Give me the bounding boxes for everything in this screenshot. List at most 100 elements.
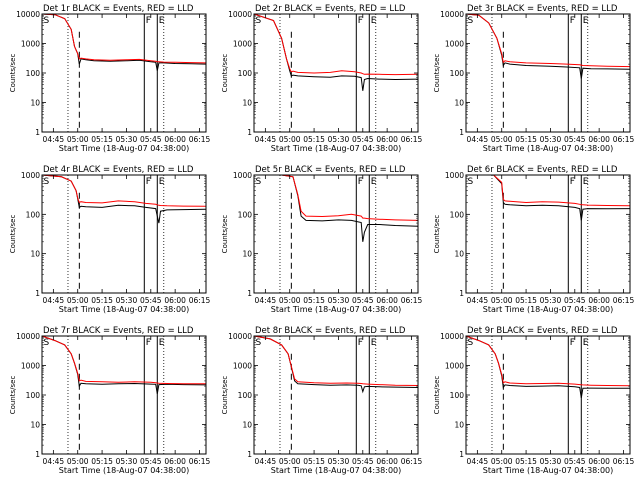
y-tick-label: 1000: [445, 40, 464, 49]
y-axis-title: Counts/sec: [221, 215, 229, 254]
series-line-lld: [254, 175, 418, 221]
x-tick-label: 04:45: [43, 135, 65, 144]
marker-label-s: S: [44, 16, 50, 26]
x-tick-label: 04:45: [43, 457, 65, 466]
detector-panel-2: Det 2r BLACK = Events, RED = LLD S F E 1 10 10…: [221, 4, 423, 153]
marker-label-s: S: [256, 177, 262, 187]
y-tick-label: 10: [30, 250, 40, 259]
y-tick-label: 1: [35, 128, 40, 137]
marker-label-e: E: [371, 338, 377, 348]
x-tick-label: 06:00: [376, 296, 398, 305]
x-tick-label: 06:00: [588, 135, 610, 144]
marker-label-e: E: [159, 177, 165, 187]
x-tick-label: 05:15: [515, 457, 537, 466]
x-tick-label: 06:00: [164, 457, 186, 466]
series-line-events: [466, 14, 630, 79]
x-tick-label: 05:30: [328, 457, 350, 466]
y-axis-title: Counts/sec: [433, 215, 441, 254]
y-axis-title: Counts/sec: [9, 215, 17, 254]
marker-label-f: F: [358, 16, 363, 26]
x-axis-title: Start Time (18-Aug-07 04:38:00): [271, 144, 402, 153]
series-line-lld: [466, 14, 630, 68]
x-tick-label: 05:00: [491, 296, 513, 305]
x-tick-label: 06:00: [376, 457, 398, 466]
x-axis-title: Start Time (18-Aug-07 04:38:00): [59, 305, 190, 314]
x-tick-label: 05:15: [303, 296, 325, 305]
x-tick-label: 04:45: [255, 457, 277, 466]
panel-title: Det 5r BLACK = Events, RED = LLD: [255, 165, 406, 175]
x-tick-label: 05:00: [67, 457, 89, 466]
y-tick-label: 10000: [228, 332, 252, 341]
detector-panel-3: Det 3r BLACK = Events, RED = LLD S F E 1 10 10…: [433, 4, 635, 153]
x-tick-label: 04:45: [467, 296, 489, 305]
plot-frame: [41, 335, 207, 455]
y-tick-label: 10000: [440, 332, 464, 341]
series-line-lld: [42, 14, 206, 64]
plot-frame: [465, 13, 631, 133]
y-axis-title: Counts/sec: [9, 376, 17, 415]
detector-panel-1: Det 1r BLACK = Events, RED = LLD S F E 1 10 10…: [9, 4, 211, 153]
x-tick-label: 05:00: [279, 296, 301, 305]
x-tick-label: 04:45: [255, 135, 277, 144]
y-tick-label: 1000: [21, 40, 40, 49]
x-tick-label: 06:00: [588, 296, 610, 305]
x-tick-label: 05:30: [116, 135, 138, 144]
y-tick-label: 100: [450, 391, 465, 400]
x-tick-label: 06:15: [401, 457, 423, 466]
x-tick-label: 06:15: [189, 135, 211, 144]
x-tick-label: 05:45: [140, 457, 162, 466]
x-tick-label: 06:15: [189, 296, 211, 305]
x-tick-label: 06:15: [613, 457, 635, 466]
x-axis-title: Start Time (18-Aug-07 04:38:00): [483, 466, 614, 475]
x-tick-label: 06:15: [613, 135, 635, 144]
panel-title: Det 9r BLACK = Events, RED = LLD: [467, 326, 618, 336]
y-tick-label: 1: [35, 289, 40, 298]
marker-label-e: E: [159, 338, 165, 348]
panel-title: Det 6r BLACK = Events, RED = LLD: [467, 165, 618, 175]
marker-label-s: S: [468, 16, 474, 26]
x-tick-label: 05:15: [303, 457, 325, 466]
x-axis-title: Start Time (18-Aug-07 04:38:00): [483, 144, 614, 153]
y-tick-label: 1000: [21, 362, 40, 371]
x-tick-label: 04:45: [255, 296, 277, 305]
y-tick-label: 1000: [445, 171, 464, 180]
marker-label-f: F: [358, 177, 363, 187]
x-axis-title: Start Time (18-Aug-07 04:38:00): [483, 305, 614, 314]
y-tick-label: 10: [454, 250, 464, 259]
marker-label-e: E: [371, 177, 377, 187]
series-line-events: [42, 336, 206, 394]
x-tick-label: 05:00: [67, 135, 89, 144]
series-line-events: [254, 175, 418, 242]
x-axis-title: Start Time (18-Aug-07 04:38:00): [271, 466, 402, 475]
x-tick-label: 04:45: [467, 457, 489, 466]
marker-label-s: S: [468, 338, 474, 348]
x-tick-label: 06:15: [401, 296, 423, 305]
y-axis-title: Counts/sec: [433, 54, 441, 93]
marker-label-e: E: [159, 16, 165, 26]
x-tick-label: 05:45: [140, 135, 162, 144]
y-tick-label: 1: [247, 450, 252, 459]
x-tick-label: 05:30: [540, 457, 562, 466]
y-axis-title: Counts/sec: [221, 54, 229, 93]
series-line-lld: [466, 175, 630, 207]
y-tick-label: 10: [30, 99, 40, 108]
y-axis-title: Counts/sec: [433, 376, 441, 415]
x-tick-label: 05:45: [352, 296, 374, 305]
detector-panel-7: Det 7r BLACK = Events, RED = LLD S F E 1 10 10…: [9, 326, 211, 475]
x-tick-label: 05:30: [328, 135, 350, 144]
x-axis-title: Start Time (18-Aug-07 04:38:00): [59, 144, 190, 153]
marker-label-f: F: [570, 177, 575, 187]
series-line-lld: [254, 336, 418, 386]
y-tick-label: 1000: [21, 171, 40, 180]
y-tick-label: 100: [238, 391, 253, 400]
panel-title: Det 7r BLACK = Events, RED = LLD: [43, 326, 194, 336]
x-tick-label: 06:15: [401, 135, 423, 144]
x-tick-label: 05:30: [540, 296, 562, 305]
marker-label-f: F: [570, 338, 575, 348]
y-tick-label: 1: [35, 450, 40, 459]
x-tick-label: 06:00: [164, 135, 186, 144]
y-tick-label: 1000: [445, 362, 464, 371]
marker-label-s: S: [256, 338, 262, 348]
x-tick-label: 05:15: [91, 296, 113, 305]
y-tick-label: 100: [26, 210, 41, 219]
